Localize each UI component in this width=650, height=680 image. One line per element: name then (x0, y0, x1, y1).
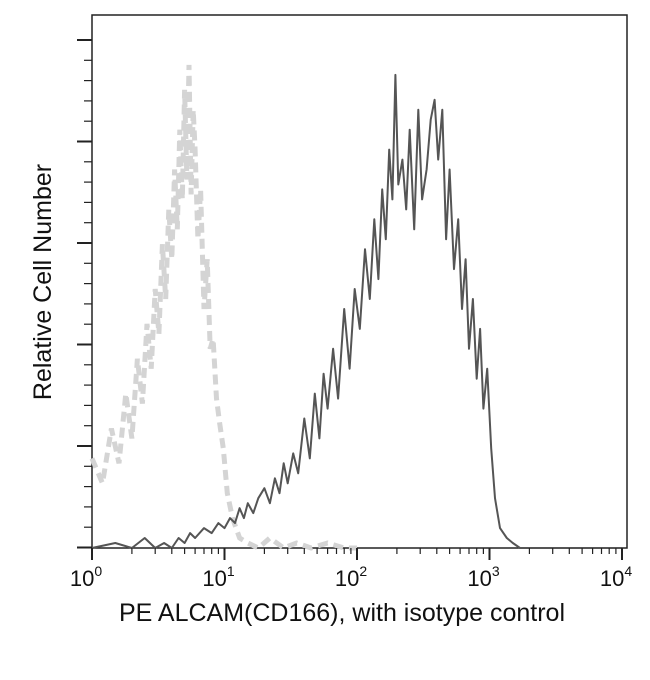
y-axis-title: Relative Cell Number (29, 164, 57, 400)
x-tick-label: 102 (335, 563, 367, 591)
x-tick-label: 101 (202, 563, 234, 591)
x-axis-ticks (91, 548, 623, 560)
isotype-control-series (89, 64, 357, 551)
x-tick-label: 100 (70, 563, 102, 591)
series-layer (89, 64, 622, 551)
y-axis-ticks (77, 39, 92, 549)
alcam-series (91, 73, 622, 549)
x-tick-label: 103 (467, 563, 499, 591)
plot-frame (91, 14, 628, 549)
x-axis-title: PE ALCAM(CD166), with isotype control (119, 599, 565, 627)
x-axis-tick-labels: 100 101 102 103 104 (70, 563, 632, 591)
x-tick-label: 104 (600, 563, 632, 591)
